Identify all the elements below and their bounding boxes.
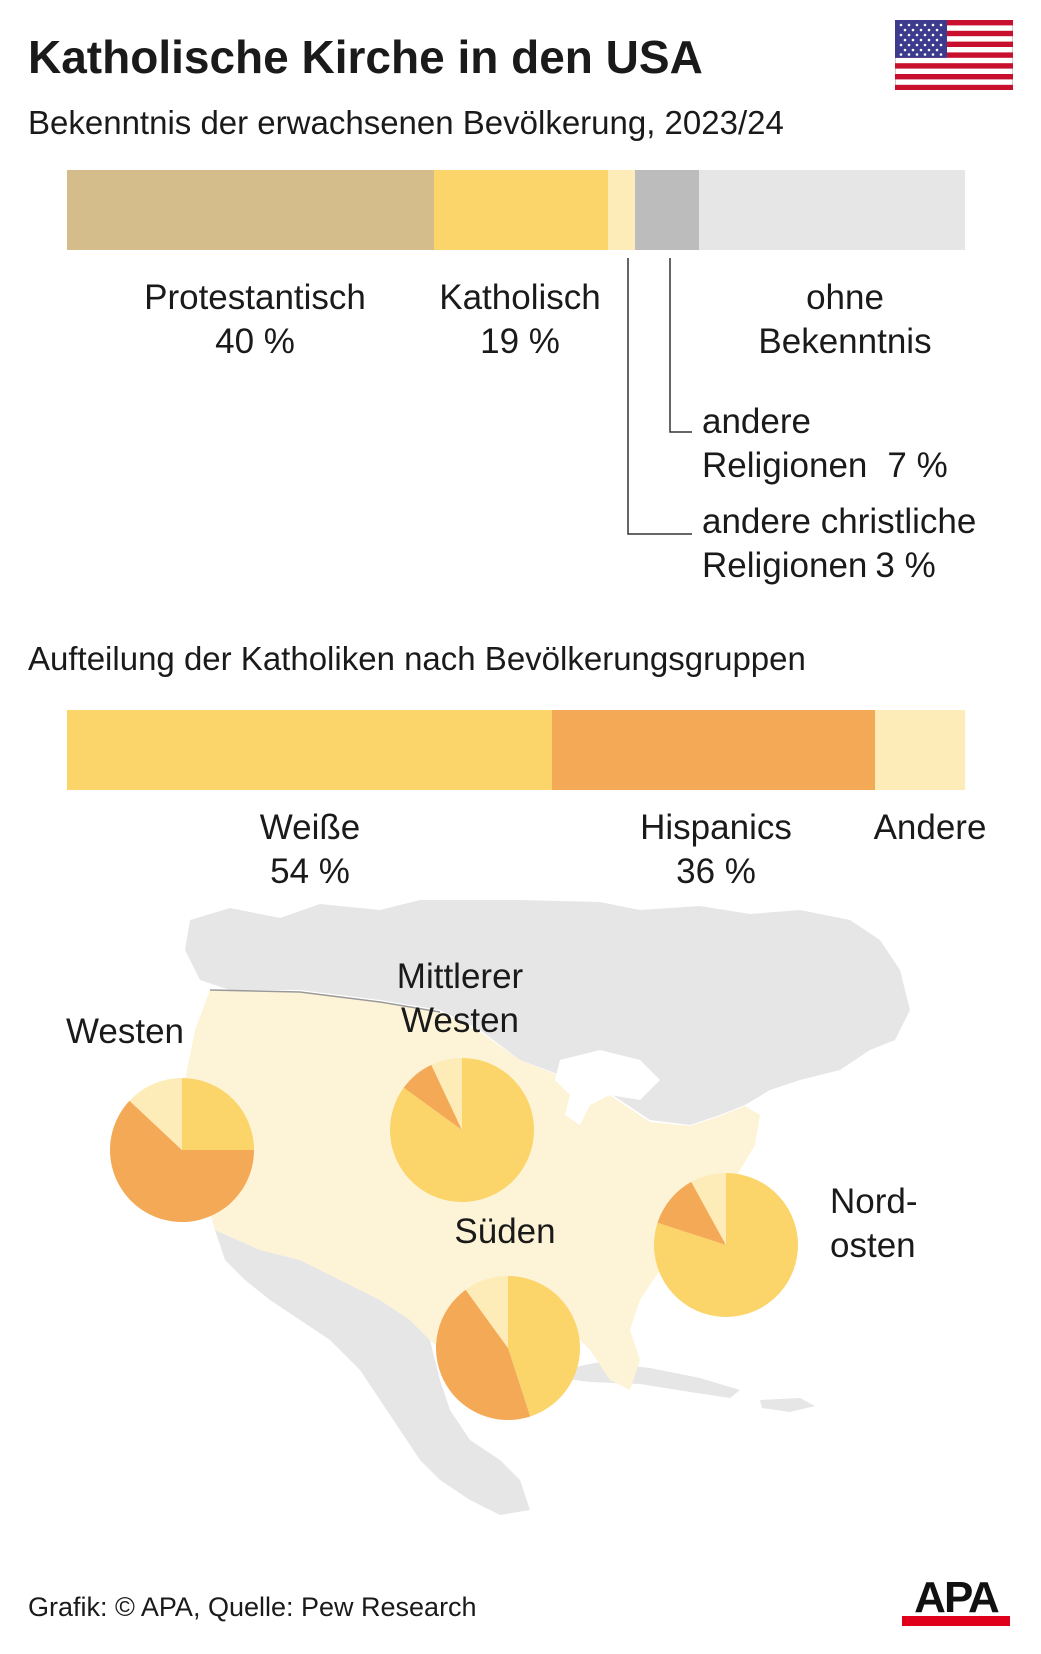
bar-segment-katholisch (433, 170, 608, 250)
region-label-nordosten-line2: osten (830, 1226, 916, 1265)
page-title: Katholische Kirche in den USA (28, 31, 703, 83)
region-label-westen-line1: Westen (65, 1012, 185, 1051)
label-other-religions-value: 7 % (887, 446, 948, 485)
bar-segment-andere (875, 710, 965, 790)
label-other-christian-name: Religionen (702, 546, 868, 585)
map-hispaniola (760, 1398, 815, 1412)
label-white-name: Weiße (259, 808, 361, 847)
source-footer: Grafik: © APA, Quelle: Pew Research (28, 1592, 477, 1622)
label-none-line1: ohne (806, 278, 884, 317)
map-great-lakes (555, 1050, 660, 1125)
label-protestant-name: Protestantisch (144, 278, 366, 317)
label-other-christian-value: 3 % (875, 546, 936, 585)
region-label-sueden-line1: Süden (454, 1212, 556, 1251)
region-label-sueden: Süden (430, 1210, 580, 1254)
map-canada (185, 900, 910, 1125)
region-label-nordosten: Nord- osten (830, 1180, 918, 1268)
label-other-christian-line1: andere christliche (702, 502, 977, 541)
label-protestant: Protestantisch 40 % (130, 276, 380, 364)
label-other-religions-line1: andere (702, 402, 811, 441)
label-white: Weiße 54 % (210, 806, 410, 894)
region-label-mittlerer-westen-line1: Mittlerer (396, 957, 524, 996)
label-other-christian-line2: Religionen 3 % (702, 544, 976, 588)
label-catholic: Katholisch 19 % (420, 276, 620, 364)
us-flag-icon (895, 20, 1013, 90)
bar-segment-weiße (67, 710, 552, 790)
label-other-christian: andere christliche Religionen 3 % (702, 500, 976, 588)
bar-segment-ohne-bekenntnis (699, 170, 965, 250)
label-none-line2: Bekenntnis (758, 322, 932, 361)
label-protestant-value: 40 % (215, 322, 295, 361)
label-other-religions: andere Religionen 7 % (702, 400, 948, 488)
map-border-line (209, 989, 441, 1013)
map-mexico (215, 1230, 530, 1515)
region-label-mittlerer-westen-line2: Westen (400, 1001, 520, 1040)
page-subtitle: Bekenntnis der erwachsenen Bevölkerung, … (28, 104, 784, 141)
label-other-religions-line2: Religionen 7 % (702, 444, 948, 488)
label-hispanics-name: Hispanics (640, 808, 792, 847)
leader-line-other-religions (669, 258, 692, 433)
map-cuba (560, 1362, 740, 1398)
label-white-value: 54 % (270, 852, 350, 891)
label-other-religions-name: Religionen (702, 446, 868, 485)
section-title-catholics: Aufteilung der Katholiken nach Bevölkeru… (28, 640, 806, 677)
catholics-stacked-bar (67, 710, 965, 790)
label-none: ohne Bekenntnis (720, 276, 970, 364)
label-hispanics-value: 36 % (676, 852, 756, 891)
label-other-groups-name: Andere (873, 808, 987, 847)
bar-segment-andere-christliche-religionen (607, 170, 636, 250)
bar-segment-hispanics (551, 710, 876, 790)
apa-logo: APA (902, 1576, 1010, 1626)
region-label-nordosten-line1: Nord- (830, 1182, 918, 1221)
label-catholic-value: 19 % (480, 322, 560, 361)
label-catholic-name: Katholisch (439, 278, 601, 317)
label-other-groups: Andere (850, 806, 1010, 850)
bar-segment-andere-religionen (635, 170, 700, 250)
religion-stacked-bar (67, 170, 965, 250)
leader-line-other-christian (627, 258, 692, 535)
bar-segment-protestantisch (67, 170, 434, 250)
region-label-mittlerer-westen: Mittlerer Westen (370, 955, 550, 1043)
region-label-westen: Westen (40, 1010, 210, 1054)
label-hispanics: Hispanics 36 % (616, 806, 816, 894)
svg-text:APA: APA (914, 1576, 999, 1622)
